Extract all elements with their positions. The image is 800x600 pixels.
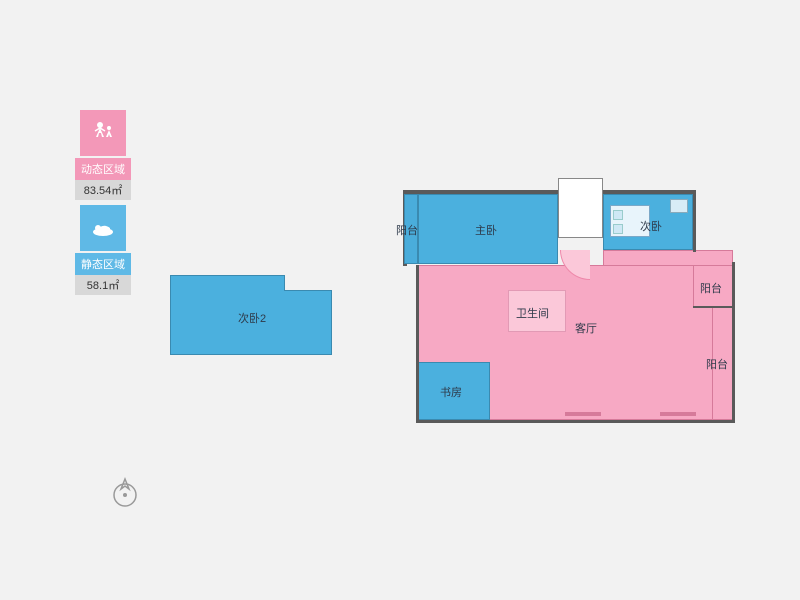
label-master-bedroom: 主卧 — [475, 222, 497, 238]
label-bedroom2: 次卧2 — [238, 310, 266, 326]
outer-border-right — [732, 262, 735, 423]
label-balcony-left: 阳台 — [396, 222, 418, 238]
label-second-bedroom: 次卧 — [640, 218, 662, 234]
room-living-upper — [603, 250, 733, 265]
label-living: 客厅 — [575, 320, 597, 336]
outer-border-left2 — [416, 265, 419, 423]
label-study: 书房 — [440, 384, 462, 400]
outer-border-bottom — [416, 420, 735, 423]
floor-mark — [660, 412, 696, 416]
floorplan: 次卧2 阳台 主卧 次卧 客厅 卫生间 书房 阳台 阳台 — [0, 0, 800, 600]
label-bathroom: 卫生间 — [516, 305, 549, 321]
label-balcony-right-top: 阳台 — [700, 280, 722, 296]
wall-divider — [693, 306, 733, 308]
outer-border-right2 — [693, 190, 696, 252]
room-void — [558, 178, 603, 238]
floor-mark — [565, 412, 601, 416]
desk-icon — [670, 199, 688, 213]
label-balcony-right-bottom: 阳台 — [706, 356, 728, 372]
